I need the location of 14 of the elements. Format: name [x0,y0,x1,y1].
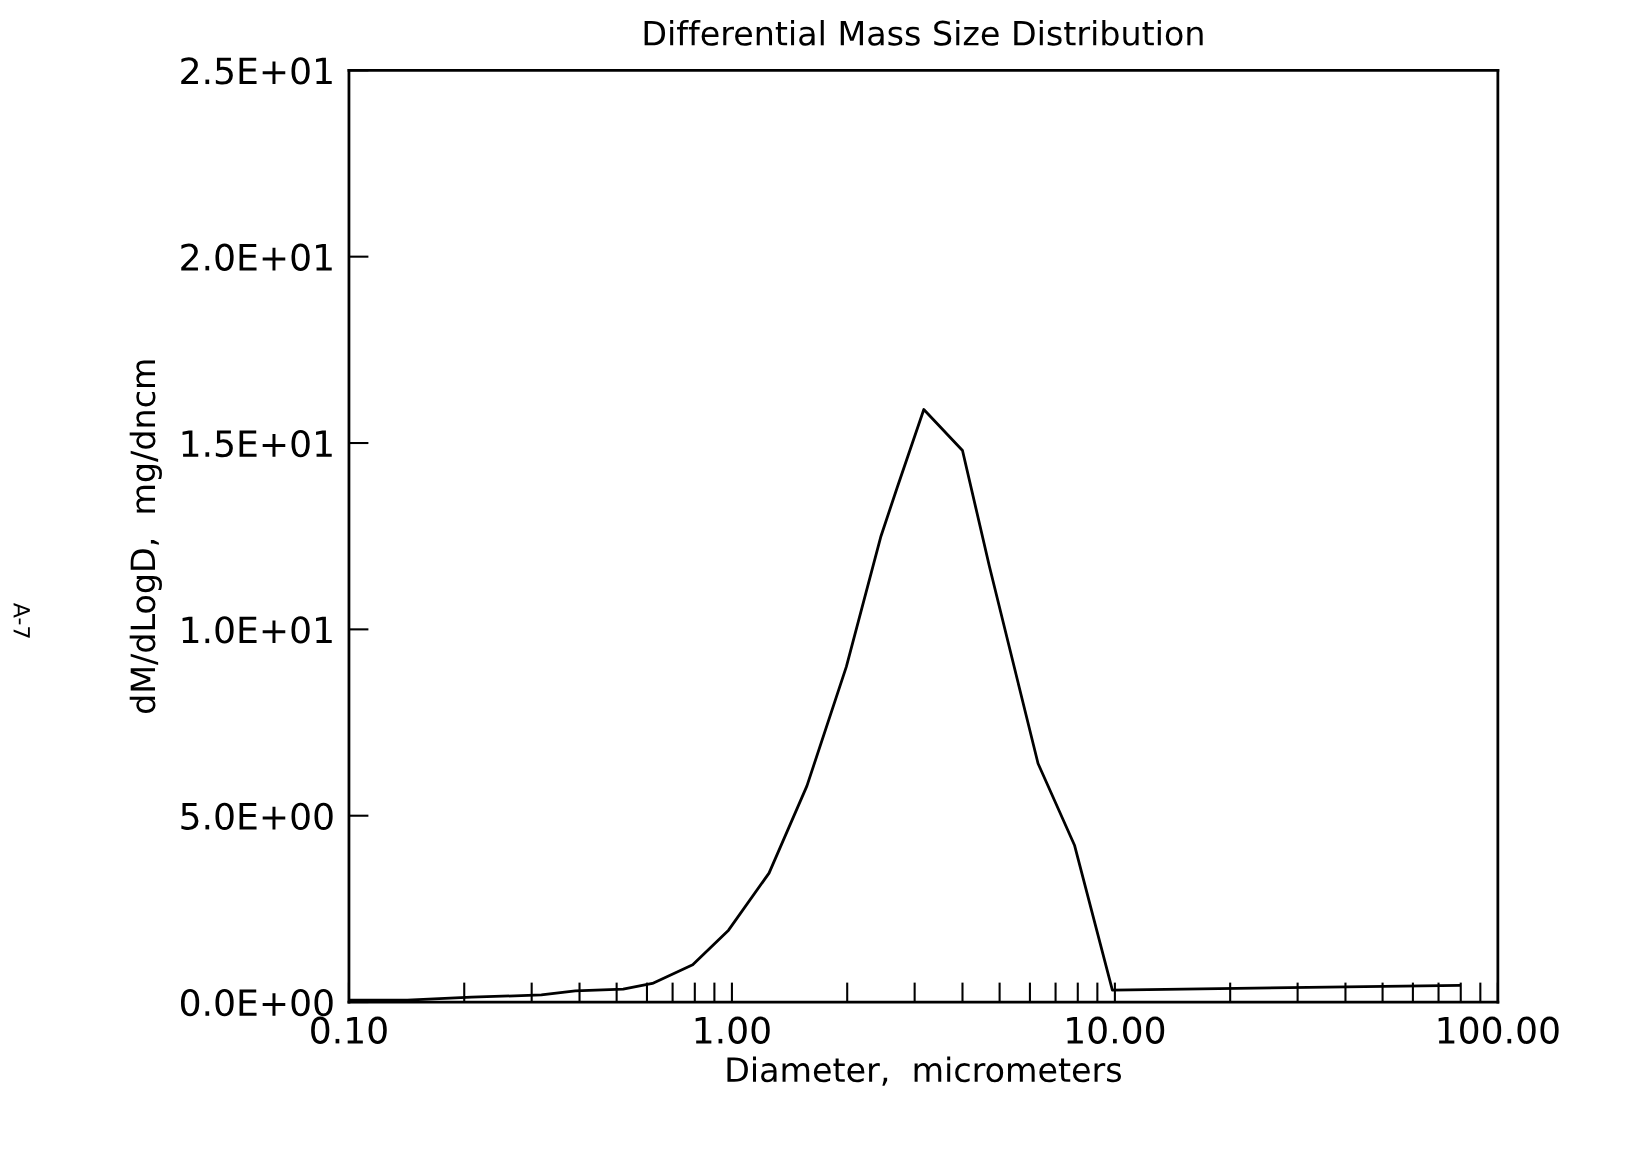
chart-title: Differential Mass Size Distribution [644,19,1203,46]
x-tick-label: 10.00 [1067,1016,1165,1044]
text: A-7 [13,602,30,638]
y-axis-title: dM/dLogD, mg/dncm [129,360,162,713]
y-tick-label: 2.0E+01 [181,243,332,271]
x-tick-label: 100.00 [1438,1016,1559,1044]
x-axis-title: Diameter, micrometers [727,1056,1121,1086]
y-tick-label: 2.5E+01 [181,57,332,85]
x-tick-label: 1.00 [695,1016,770,1044]
x-tick-label: 0.10 [311,1016,387,1044]
y-tick-label: 1.5E+01 [182,429,332,458]
y-tick-label: 0.0E+00 [180,988,333,1017]
y-tick-label: 5.0E+00 [181,802,333,830]
y-tick-label: 1.0E+01 [182,616,332,644]
